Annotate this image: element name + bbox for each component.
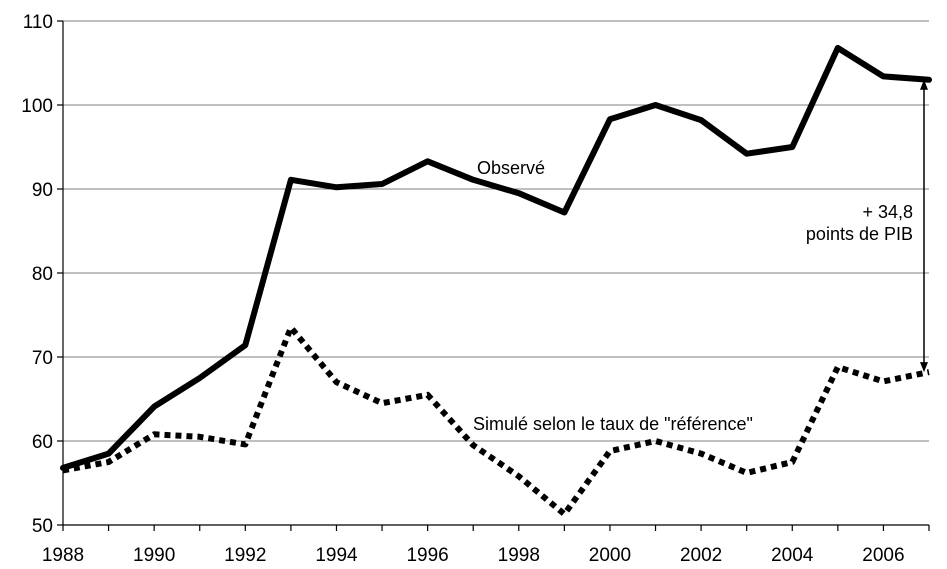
y-tick-label-110: 110 [23, 12, 53, 33]
y-tick-label-50: 50 [32, 516, 53, 537]
x-tick-label-2006: 2006 [862, 545, 904, 566]
y-tick-label-60: 60 [32, 432, 53, 453]
y-tick-labels: 50 60 70 80 90 100 110 [21, 12, 53, 537]
series-line-observe [60, 44, 932, 471]
gridlines [63, 20, 929, 442]
y-tick-label-90: 90 [32, 180, 53, 201]
x-tick-label-1996: 1996 [406, 545, 448, 566]
x-tick-label-1994: 1994 [315, 545, 358, 566]
series-lines [60, 44, 932, 518]
y-tick-label-80: 80 [32, 264, 53, 285]
series-line-simule [62, 324, 930, 518]
x-tick-labels: 1988 1990 1992 1994 1996 1998 2000 2002 2004 2006 [42, 545, 905, 566]
x-tick-label-1990: 1990 [133, 545, 175, 566]
difference-arrow [920, 79, 928, 373]
x-tick-label-2002: 2002 [680, 545, 722, 566]
series-label-simule: Simulé selon le taux de "référence" [473, 414, 753, 434]
y-tick-label-100: 100 [21, 96, 53, 117]
axes [57, 20, 930, 531]
x-tick-label-1988: 1988 [42, 545, 84, 566]
y-tick-label-70: 70 [32, 348, 53, 369]
annotation-value: + 34,8 [862, 202, 913, 222]
arrow-head-up [920, 79, 928, 90]
x-tick-label-1992: 1992 [224, 545, 266, 566]
x-tick-label-1998: 1998 [498, 545, 540, 566]
series-label-observe: Observé [477, 158, 545, 178]
annotation-unit: points de PIB [806, 224, 913, 244]
x-tick-label-2000: 2000 [589, 545, 631, 566]
x-tick-label-2004: 2004 [771, 545, 814, 566]
arrow-head-down [920, 362, 928, 373]
